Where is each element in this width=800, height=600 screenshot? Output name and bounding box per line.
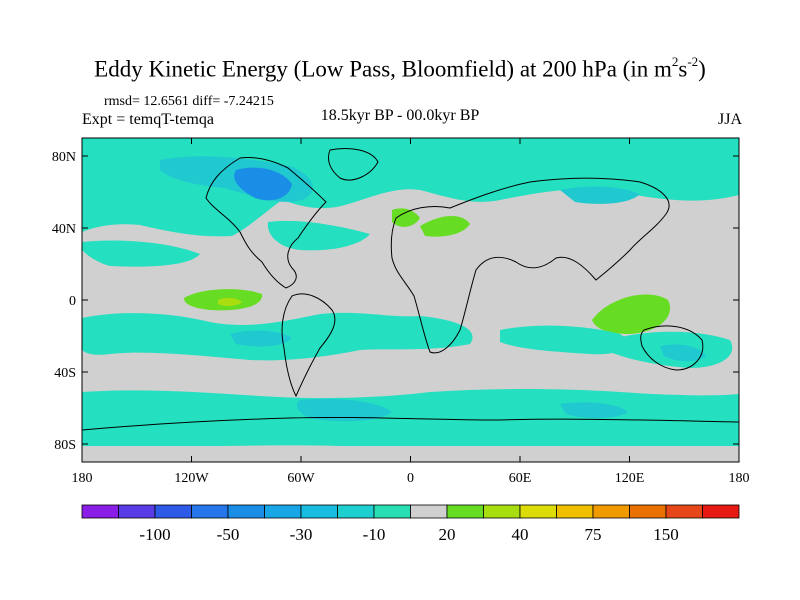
lon-tick-label: 180: [72, 471, 93, 486]
colorbar-box: [702, 504, 740, 519]
field-region-antarctic-cyan-east: [560, 402, 628, 419]
colorbar-box: [592, 504, 630, 519]
coast-greenland: [327, 148, 379, 181]
colorbar-box: [118, 504, 156, 519]
plot-title: Eddy Kinetic Energy (Low Pass, Bloomfiel…: [94, 54, 706, 82]
colorbar-box: [337, 504, 375, 519]
colorbar-box: [300, 504, 338, 519]
field-region-mediterranean-green: [392, 208, 420, 227]
lat-tick-label: 40S: [54, 366, 76, 381]
season-label: JJA: [717, 111, 742, 128]
coastlines: [82, 148, 739, 431]
coast-africa-eurasia: [390, 177, 670, 354]
colorbar-label: -10: [363, 525, 386, 544]
field-region-se-pacific-cyan: [230, 330, 292, 347]
colorbar-box: [191, 504, 229, 519]
field-region-pacific-teal: [82, 240, 200, 267]
colorbar-box: [373, 504, 411, 519]
colorbar-box: [483, 504, 521, 519]
colorbar-box: [81, 504, 119, 519]
colorbar-box: [410, 504, 448, 519]
field-region-antarctic-cyan: [296, 398, 392, 422]
lat-tick-label: 0: [69, 294, 76, 309]
lat-tick-label: 40N: [52, 222, 76, 237]
lon-tick-label: 120W: [174, 471, 209, 486]
lat-tick-label: 80S: [54, 438, 76, 453]
field-region-tropical-pacific-core: [218, 297, 242, 307]
rmsd-diff-stats: rmsd= 12.6561 diff= -7.24215: [104, 94, 274, 109]
field-region-south-indian: [500, 325, 629, 355]
colorbar-box: [519, 504, 557, 519]
colorbar-box: [629, 504, 667, 519]
experiment-label: Expt = temqT-temqa: [82, 111, 214, 128]
colorbar-box: [227, 504, 265, 519]
field-region-canada-blue: [234, 167, 292, 201]
field-region-indonesia-green: [592, 294, 671, 334]
colorbar-box: [154, 504, 192, 519]
lon-tick-label: 0: [407, 471, 414, 486]
lon-tick-label: 60W: [287, 471, 315, 486]
field-region-nw-pacific: [560, 186, 640, 204]
field-layer: [82, 138, 739, 462]
field-region-australia-cyan: [660, 344, 706, 362]
colorbar-label: 75: [585, 525, 602, 544]
lat-tick-label: 80N: [52, 150, 76, 165]
colorbar-label: -100: [139, 525, 170, 544]
colorbar-box: [446, 504, 484, 519]
coast-north-america: [205, 157, 327, 289]
colorbar-box: [665, 504, 703, 519]
colorbar: -100 -50 -30 -10 20 40 75 150: [81, 504, 740, 544]
coast-south-america: [281, 293, 336, 398]
lon-tick-label: 60E: [509, 471, 532, 486]
field-region-mideast-green: [420, 215, 470, 237]
field-region-south-pole: [82, 446, 739, 462]
colorbar-label: 40: [512, 525, 529, 544]
colorbar-label: 20: [439, 525, 456, 544]
colorbar-box: [556, 504, 594, 519]
lon-tick-label: 180: [729, 471, 750, 486]
colorbar-label: 150: [653, 525, 679, 544]
coast-antarctica: [82, 416, 739, 431]
colorbar-label: -30: [290, 525, 313, 544]
coast-australia: [640, 325, 704, 371]
period-label: 18.5kyr BP - 00.0kyr BP: [320, 107, 480, 124]
lon-tick-label: 120E: [615, 471, 645, 486]
colorbar-label: -50: [217, 525, 240, 544]
map-ticks: 180 120W 60W 0 60E 120E 180 80N 40N 0 40S 80S: [52, 138, 750, 486]
colorbar-box: [264, 504, 302, 519]
